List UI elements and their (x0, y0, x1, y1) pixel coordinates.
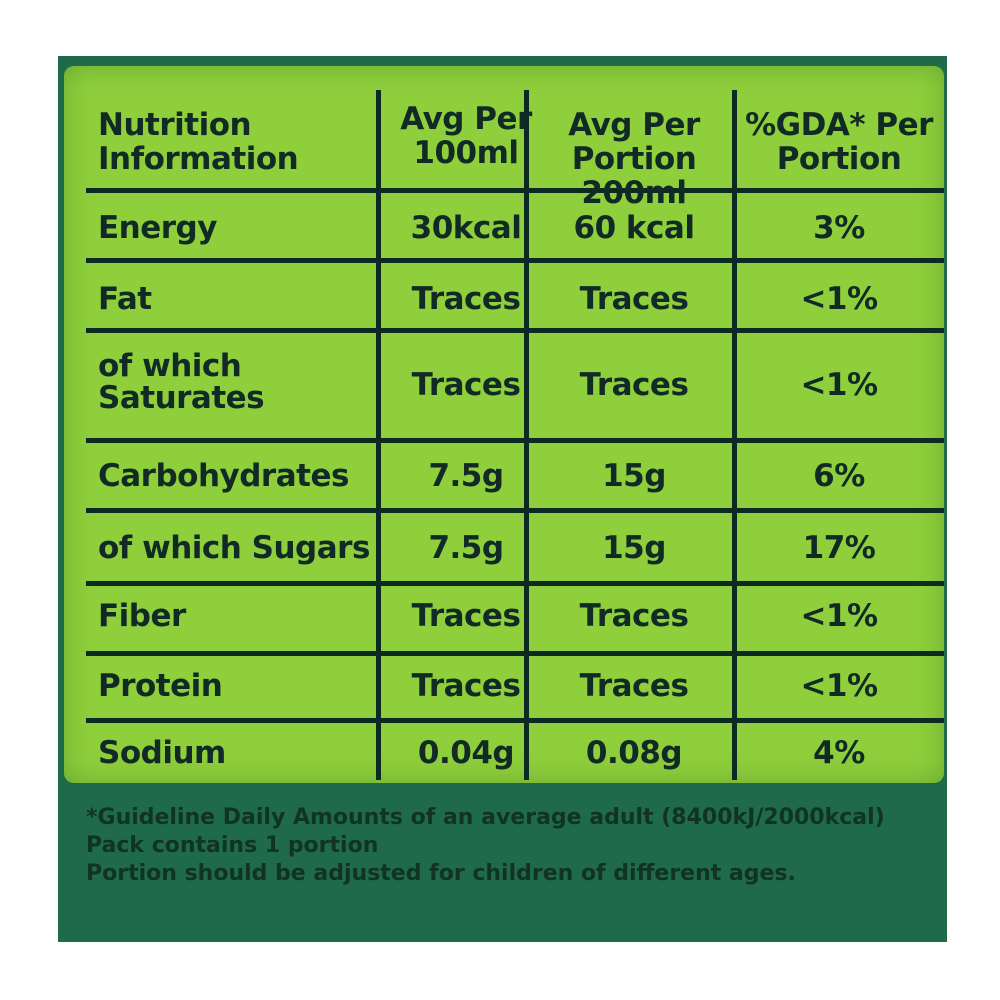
row-label-sugars: of which Sugars (98, 530, 370, 566)
column-divider (524, 90, 529, 780)
header-gda-per-portion: %GDA* Per Portion (734, 108, 944, 176)
cell-gda: 17% (802, 530, 876, 566)
cell-per100: Traces (411, 598, 521, 634)
column-divider (376, 90, 381, 780)
nutrition-table: Nutrition Information Avg Per 100ml Avg … (64, 66, 944, 783)
footnotes: *Guideline Daily Amounts of an average a… (86, 804, 946, 888)
row-divider (86, 438, 944, 443)
row-divider (86, 258, 944, 263)
cell-gda: 3% (813, 210, 865, 246)
cell-per100: 0.04g (417, 735, 515, 771)
row-label-carbohydrates: Carbohydrates (98, 458, 349, 494)
cell-per100: Traces (411, 281, 521, 317)
row-label-energy: Energy (98, 210, 217, 246)
cell-per100: 30kcal (410, 210, 522, 246)
row-divider (86, 508, 944, 513)
cell-per100: Traces (411, 367, 521, 403)
header-nutrition-information: Nutrition Information (98, 108, 373, 176)
nutrition-label-photo: Nutrition Information Avg Per 100ml Avg … (58, 56, 947, 942)
row-label-fat: Fat (98, 281, 152, 317)
row-divider (86, 581, 944, 586)
header-label-line: Portion (776, 141, 902, 177)
header-label-line: Avg Per (568, 107, 700, 143)
row-label-sodium: Sodium (98, 735, 226, 771)
header-label-line: Portion 200ml (571, 141, 697, 211)
header-label-line: Information (98, 141, 299, 177)
cell-gda: <1% (800, 598, 878, 634)
cell-per-portion: Traces (579, 367, 689, 403)
column-divider (732, 90, 737, 780)
cell-per100: 7.5g (428, 530, 504, 566)
cell-per100: 7.5g (428, 458, 504, 494)
footnote-portion: Portion should be adjusted for children … (86, 861, 796, 886)
cell-per-portion: Traces (579, 281, 689, 317)
cell-per100: Traces (411, 668, 521, 704)
cell-per-portion: 60 kcal (573, 210, 695, 246)
cell-gda: <1% (800, 367, 878, 403)
row-label-saturates: of which Saturates (98, 350, 373, 414)
cell-per-portion: Traces (579, 668, 689, 704)
cell-gda: 6% (813, 458, 865, 494)
row-label-protein: Protein (98, 668, 223, 704)
row-divider (86, 651, 944, 656)
header-label-line: %GDA* Per (745, 107, 933, 143)
cell-gda: <1% (800, 668, 878, 704)
cell-per-portion: 15g (602, 458, 666, 494)
footnote-pack: Pack contains 1 portion (86, 833, 379, 858)
cell-per-portion: 15g (602, 530, 666, 566)
header-label-line: Nutrition (98, 107, 252, 143)
row-label-fiber: Fiber (98, 598, 186, 634)
header-label-line: 100ml (413, 135, 519, 171)
row-label-line: Saturates (98, 380, 265, 416)
cell-per-portion: 0.08g (585, 735, 683, 771)
cell-gda: <1% (800, 281, 878, 317)
row-divider (86, 328, 944, 333)
row-label-line: of which (98, 348, 242, 384)
row-divider (86, 718, 944, 723)
header-label-line: Avg Per (400, 101, 532, 137)
row-divider (86, 188, 944, 193)
cell-per-portion: Traces (579, 598, 689, 634)
cell-gda: 4% (813, 735, 865, 771)
footnote-gda: *Guideline Daily Amounts of an average a… (86, 805, 885, 830)
header-per-100ml: Avg Per 100ml (396, 102, 536, 170)
header-per-portion: Avg Per Portion 200ml (529, 108, 739, 210)
